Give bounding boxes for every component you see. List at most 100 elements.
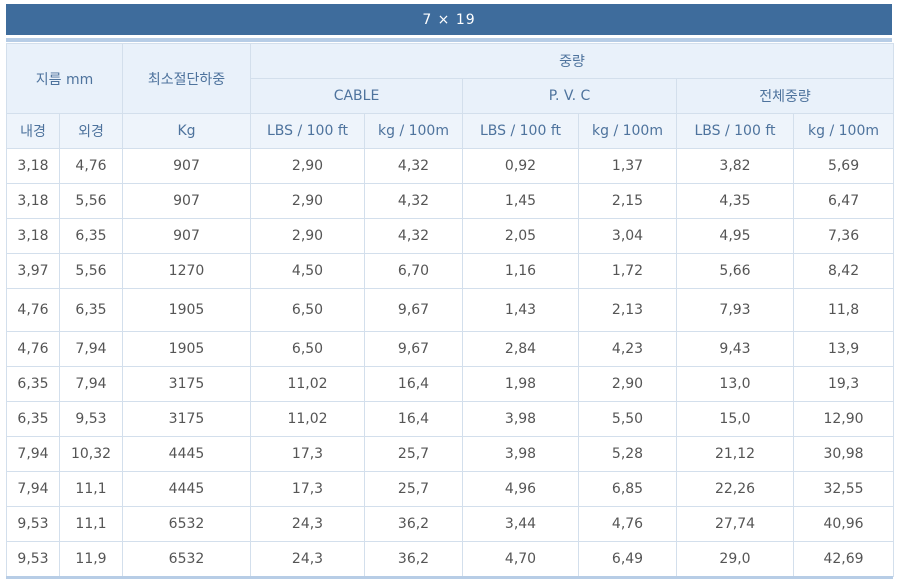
cell-total-lbs: 3,82 [676,148,794,184]
cell-pvc-lbs: 0,92 [462,148,579,184]
cell-total-kgm: 13,9 [792,331,895,367]
cell-min-break-kg: 907 [122,218,251,254]
cell-cable-kgm: 4,32 [364,148,463,184]
cell-pvc-kgm: 2,90 [578,366,677,402]
cell-inner-diameter: 9,53 [6,541,60,577]
cell-pvc-lbs: 4,70 [462,541,579,577]
cell-pvc-kgm: 5,50 [578,401,677,437]
cell-pvc-kgm: 4,76 [578,506,677,542]
cell-total-lbs: 5,66 [676,253,794,289]
cell-total-lbs: 29,0 [676,541,794,577]
cell-outer-diameter: 6,35 [59,288,123,332]
cell-outer-diameter: 10,32 [59,436,123,472]
cell-cable-lbs: 4,50 [250,253,365,289]
header-row-1: 지름 mm 최소절단하중 중량 [6,43,895,114]
cell-pvc-kgm: 1,37 [578,148,677,184]
cell-cable-lbs: 6,50 [250,288,365,332]
cell-min-break-kg: 1905 [122,288,251,332]
cell-pvc-kgm: 2,13 [578,288,677,332]
cell-inner-diameter: 6,35 [6,401,60,437]
table-row: 3,18 4,76 907 2,90 4,32 0,92 1,37 3,82 5,69 [6,148,895,184]
cell-total-kgm: 42,69 [792,541,895,577]
header-kg: Kg [122,113,251,149]
table-row: 4,76 6,35 1905 6,50 9,67 1,43 2,13 7,93 11,8 [6,288,895,332]
cell-outer-diameter: 5,56 [59,183,123,219]
cell-outer-diameter: 9,53 [59,401,123,437]
header-weight: 중량 [249,43,895,79]
cell-total-kgm: 7,36 [792,218,895,254]
cell-cable-kgm: 25,7 [364,471,463,507]
cell-total-lbs: 27,74 [676,506,794,542]
table-row: 7,94 10,32 4445 17,3 25,7 3,98 5,28 21,12 30,98 [6,436,895,472]
cell-cable-lbs: 17,3 [250,436,365,472]
cell-pvc-lbs: 3,98 [462,436,579,472]
cell-outer-diameter: 6,35 [59,218,123,254]
cell-cable-kgm: 4,32 [364,183,463,219]
cell-cable-lbs: 24,3 [250,506,365,542]
cell-total-kgm: 12,90 [792,401,895,437]
header-total-weight: 전체중량 [675,78,895,114]
header-cable: CABLE [250,78,463,114]
cell-pvc-lbs: 3,98 [462,401,579,437]
cell-total-lbs: 13,0 [676,366,794,402]
header-cable-lbs: LBS / 100 ft [250,113,365,149]
cell-cable-lbs: 2,90 [250,183,365,219]
cell-inner-diameter: 3,18 [6,148,60,184]
cell-total-kgm: 5,69 [792,148,895,184]
cell-cable-kgm: 16,4 [364,366,463,402]
cell-inner-diameter: 9,53 [6,506,60,542]
table-row: 3,18 5,56 907 2,90 4,32 1,45 2,15 4,35 6,47 [6,183,895,219]
cell-total-kgm: 30,98 [792,436,895,472]
cell-min-break-kg: 1905 [122,331,251,367]
cell-min-break-kg: 4445 [122,471,251,507]
cell-outer-diameter: 11,9 [59,541,123,577]
table-row: 4,76 7,94 1905 6,50 9,67 2,84 4,23 9,43 13,9 [6,331,895,367]
cell-pvc-kgm: 2,15 [578,183,677,219]
cell-pvc-lbs: 2,05 [462,218,579,254]
cell-outer-diameter: 5,56 [59,253,123,289]
cell-cable-lbs: 17,3 [250,471,365,507]
cell-total-lbs: 4,95 [676,218,794,254]
cell-inner-diameter: 4,76 [6,288,60,332]
cell-inner-diameter: 4,76 [6,331,60,367]
cell-outer-diameter: 4,76 [59,148,123,184]
cell-pvc-lbs: 4,96 [462,471,579,507]
cell-min-break-kg: 6532 [122,506,251,542]
cell-outer-diameter: 11,1 [59,471,123,507]
cell-pvc-kgm: 1,72 [578,253,677,289]
table-row: 3,97 5,56 1270 4,50 6,70 1,16 1,72 5,66 8,42 [6,253,895,289]
cell-cable-kgm: 36,2 [364,506,463,542]
header-row-2: CABLE P. V. C 전체중량 [7,78,895,114]
cell-cable-kgm: 9,67 [364,288,463,332]
cell-pvc-kgm: 5,28 [578,436,677,472]
cell-total-kgm: 11,8 [792,288,895,332]
header-total-lbs: LBS / 100 ft [676,113,794,149]
header-cable-kgm: kg / 100m [364,113,463,149]
bottom-divider [6,576,893,579]
header-pvc-lbs: LBS / 100 ft [462,113,579,149]
cell-pvc-kgm: 4,23 [578,331,677,367]
cell-min-break-kg: 3175 [122,366,251,402]
header-total-kgm: kg / 100m [792,113,895,149]
header-row-3: 내경 외경 Kg LBS / 100 ft kg / 100m LBS / 10… [6,113,895,149]
table-row: 3,18 6,35 907 2,90 4,32 2,05 3,04 4,95 7,36 [6,218,895,254]
cell-min-break-kg: 1270 [122,253,251,289]
cell-cable-kgm: 6,70 [364,253,463,289]
cell-inner-diameter: 6,35 [6,366,60,402]
cell-cable-kgm: 4,32 [364,218,463,254]
cell-cable-lbs: 2,90 [250,218,365,254]
cell-pvc-lbs: 1,16 [462,253,579,289]
cell-pvc-kgm: 6,85 [578,471,677,507]
cell-cable-lbs: 6,50 [250,331,365,367]
cell-cable-lbs: 11,02 [250,366,365,402]
cell-cable-kgm: 36,2 [364,541,463,577]
cell-min-break-kg: 4445 [122,436,251,472]
wire-rope-spec-table: 지름 mm 최소절단하중 중량 CABLE P. V. C 전체중량 내경 외경… [6,43,895,577]
cell-inner-diameter: 3,18 [6,183,60,219]
cell-cable-lbs: 24,3 [250,541,365,577]
cell-total-lbs: 15,0 [676,401,794,437]
cell-total-lbs: 7,93 [676,288,794,332]
table-row: 9,53 11,1 6532 24,3 36,2 3,44 4,76 27,74 40,96 [6,506,895,542]
header-pvc: P. V. C [462,78,677,114]
header-min-break: 최소절단하중 [122,43,251,114]
